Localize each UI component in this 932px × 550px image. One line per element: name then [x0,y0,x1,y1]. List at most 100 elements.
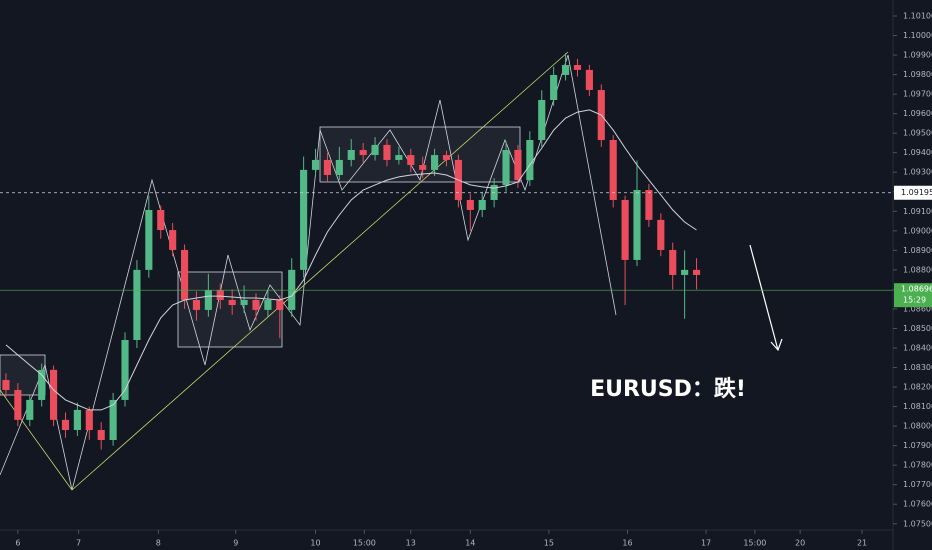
candle-body [645,190,653,220]
candle-body [347,149,355,160]
y-tick-label: 1.07900 [903,441,932,450]
candle-body [585,69,593,91]
candle-body [692,269,701,275]
x-tick-label: 13 [406,539,416,548]
y-tick-label: 1.08000 [903,422,932,431]
trend-line [0,389,73,491]
candle-body [395,155,403,160]
candle-body [204,289,212,310]
candle-body [192,299,201,310]
candle-body [502,149,510,185]
candle-body [657,219,665,250]
candle-body [478,199,486,210]
candle-body [573,65,582,70]
candle-body [157,209,165,231]
candle-body [407,155,415,166]
last-price-label: 1.08696 [901,285,932,294]
price-label-box [894,185,932,200]
candle-body [419,165,427,170]
annotation: EURUSD：跌! [590,377,746,402]
candle-body [300,169,308,270]
y-tick-label: 1.09300 [903,168,932,177]
x-tick-label: 9 [233,539,238,548]
arrow-head [770,338,783,352]
x-tick-label: 6 [15,539,20,548]
candle-body [216,289,224,300]
candle-body [359,149,367,156]
arrow [749,244,779,351]
x-tick-label: 15:00 [353,539,376,548]
candle-body [442,155,451,160]
candle-body [61,419,70,431]
candle-body [169,230,177,250]
candle-body [26,399,34,420]
countdown-label: 15:29 [903,296,926,305]
y-tick-label: 1.07700 [903,480,932,489]
x-tick-label: 15 [544,539,554,548]
candle-body [264,299,272,310]
candle-body [228,299,236,306]
candle-body [633,190,641,260]
y-tick-label: 1.08500 [903,324,932,333]
candle-body [121,339,129,400]
candle-body [323,159,332,175]
candle-body [621,199,629,260]
candle-body [561,65,570,75]
y-tick-label: 1.08200 [903,383,932,392]
y-tick-label: 1.09500 [903,129,932,138]
candle-body [681,269,689,275]
candle-body [371,144,379,156]
candle-body [97,430,105,440]
candle-body [109,399,117,440]
x-tick-label: 7 [76,539,81,548]
trend-line [71,51,569,491]
y-tick-label: 1.07500 [903,519,932,528]
candle-body [431,155,439,170]
y-tick-label: 1.08400 [903,343,932,352]
candle-body [145,209,153,270]
y-tick-label: 1.10100 [903,12,932,21]
candle-body [669,249,677,275]
candle-body [514,149,522,181]
candle-body [466,199,474,210]
candle-body [38,369,46,400]
x-tick-label: 20 [795,539,805,548]
x-tick-label: 17 [701,539,711,548]
x-tick-label: 14 [465,539,475,548]
candle-body [85,409,93,431]
candle-body [252,299,260,310]
moving-average [5,109,697,411]
y-tick-label: 1.08300 [903,363,932,372]
candle-body [14,389,22,420]
candle-body [335,159,343,175]
candle-body [538,99,546,141]
candle-body [240,299,248,306]
y-tick-label: 1.09000 [903,226,932,235]
y-tick-label: 1.07800 [903,461,932,470]
candle-body [2,380,10,390]
y-tick-label: 1.08100 [903,402,932,411]
candle-body [311,159,320,170]
x-tick-label: 21 [857,539,867,548]
drawings [0,51,783,491]
candle-body [133,269,141,340]
y-tick-label: 1.08800 [903,265,932,274]
y-tick-label: 1.10000 [903,31,932,40]
candle-body [276,299,284,310]
y-tick-label: 1.09900 [903,51,932,60]
x-tick-label: 16 [622,539,632,548]
x-tick-label: 10 [310,539,320,548]
y-tick-label: 1.07600 [903,500,932,509]
candle-body [550,74,558,100]
y-tick-label: 1.08900 [903,246,932,255]
zigzag [0,54,617,491]
candle-body [73,409,81,431]
candle-body [180,249,189,300]
y-tick-label: 1.09600 [903,109,932,118]
candle-body [383,144,391,160]
price-label: 1.09195 [901,188,932,197]
x-tick-label: 8 [156,539,161,548]
